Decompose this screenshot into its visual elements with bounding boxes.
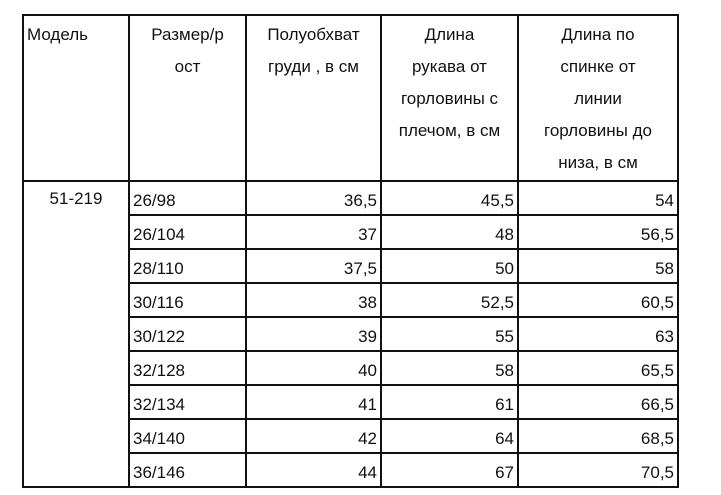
chest-cell: 36,5 [245,180,382,216]
size-cell: 30/122 [128,316,247,352]
table-row: 34/140 42 64 68,5 [23,418,679,454]
sleeve-cell: 55 [380,316,519,352]
table-row: 30/122 39 55 63 [23,316,679,352]
sleeve-cell: 52,5 [380,282,519,318]
chest-cell: 41 [245,384,382,420]
back-length-cell: 68,5 [517,418,679,454]
model-cell: 51-219 [22,180,130,488]
sleeve-cell: 64 [380,418,519,454]
size-cell: 26/98 [128,180,247,216]
table-row: 32/134 41 61 66,5 [23,384,679,420]
size-table: Модель Размер/р ост Полуобхват груди , в… [22,14,679,488]
table-row: 51-219 26/98 36,5 45,5 54 [22,180,679,488]
sleeve-cell: 58 [380,350,519,386]
header-chest: Полуобхват груди , в см [245,14,382,182]
sleeve-cell: 48 [380,214,519,250]
size-cell: 32/134 [128,384,247,420]
chest-cell: 38 [245,282,382,318]
back-length-cell: 58 [517,248,679,284]
back-length-cell: 54 [517,180,679,216]
chest-cell: 40 [245,350,382,386]
size-cell: 30/116 [128,282,247,318]
back-length-cell: 65,5 [517,350,679,386]
size-cell: 32/128 [128,350,247,386]
chest-cell: 39 [245,316,382,352]
size-cell: 36/146 [128,452,247,488]
size-cell: 28/110 [128,248,247,284]
table-row: 32/128 40 58 65,5 [23,350,679,386]
sleeve-cell: 61 [380,384,519,420]
back-length-cell: 66,5 [517,384,679,420]
back-length-cell: 63 [517,316,679,352]
table-row: 26/104 37 48 56,5 [23,214,679,250]
chest-cell: 42 [245,418,382,454]
sleeve-cell: 67 [380,452,519,488]
back-length-cell: 56,5 [517,214,679,250]
header-size-height: Размер/р ост [128,14,247,182]
table-row: 36/146 44 67 70,5 [23,452,679,488]
chest-cell: 37,5 [245,248,382,284]
header-row: Модель Размер/р ост Полуобхват груди , в… [22,14,679,182]
header-sleeve-length: Длина рукава от горловины с плечом, в см [380,14,519,182]
sleeve-cell: 50 [380,248,519,284]
sleeve-cell: 45,5 [380,180,519,216]
header-model: Модель [22,14,130,182]
size-cell: 34/140 [128,418,247,454]
back-length-cell: 70,5 [517,452,679,488]
size-cell: 26/104 [128,214,247,250]
chest-cell: 44 [245,452,382,488]
chest-cell: 37 [245,214,382,250]
header-back-length: Длина по спинке от линии горловины до ни… [517,14,679,182]
table-row: 28/110 37,5 50 58 [23,248,679,284]
back-length-cell: 60,5 [517,282,679,318]
table-row: 30/116 38 52,5 60,5 [23,282,679,318]
